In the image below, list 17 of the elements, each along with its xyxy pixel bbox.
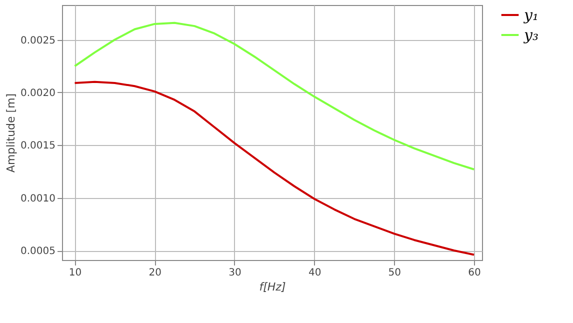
x-tick-label: 50 [388,268,402,278]
x-tick-label: 20 [148,268,162,278]
y-tick-label: 0.0020 [20,88,56,99]
x-axis-title: f[Hz] [259,280,286,294]
y-tick-label: 0.0010 [20,193,56,204]
x-tick-label: 60 [468,268,481,278]
y-tick-label: 0.0015 [20,140,56,152]
x-tick-label: 40 [308,268,322,278]
legend-label: y₁ [523,6,538,24]
line-series [74,80,476,256]
legend-label: y₃ [523,26,538,44]
y-tick-label: 0.0005 [20,246,56,258]
y-axis-title: Amplitude [m] [4,93,18,173]
line-series [74,22,476,170]
x-tick-label: 10 [68,268,82,278]
x-tick-label: 30 [228,268,242,278]
y-tick-label: 0.0025 [20,35,56,46]
